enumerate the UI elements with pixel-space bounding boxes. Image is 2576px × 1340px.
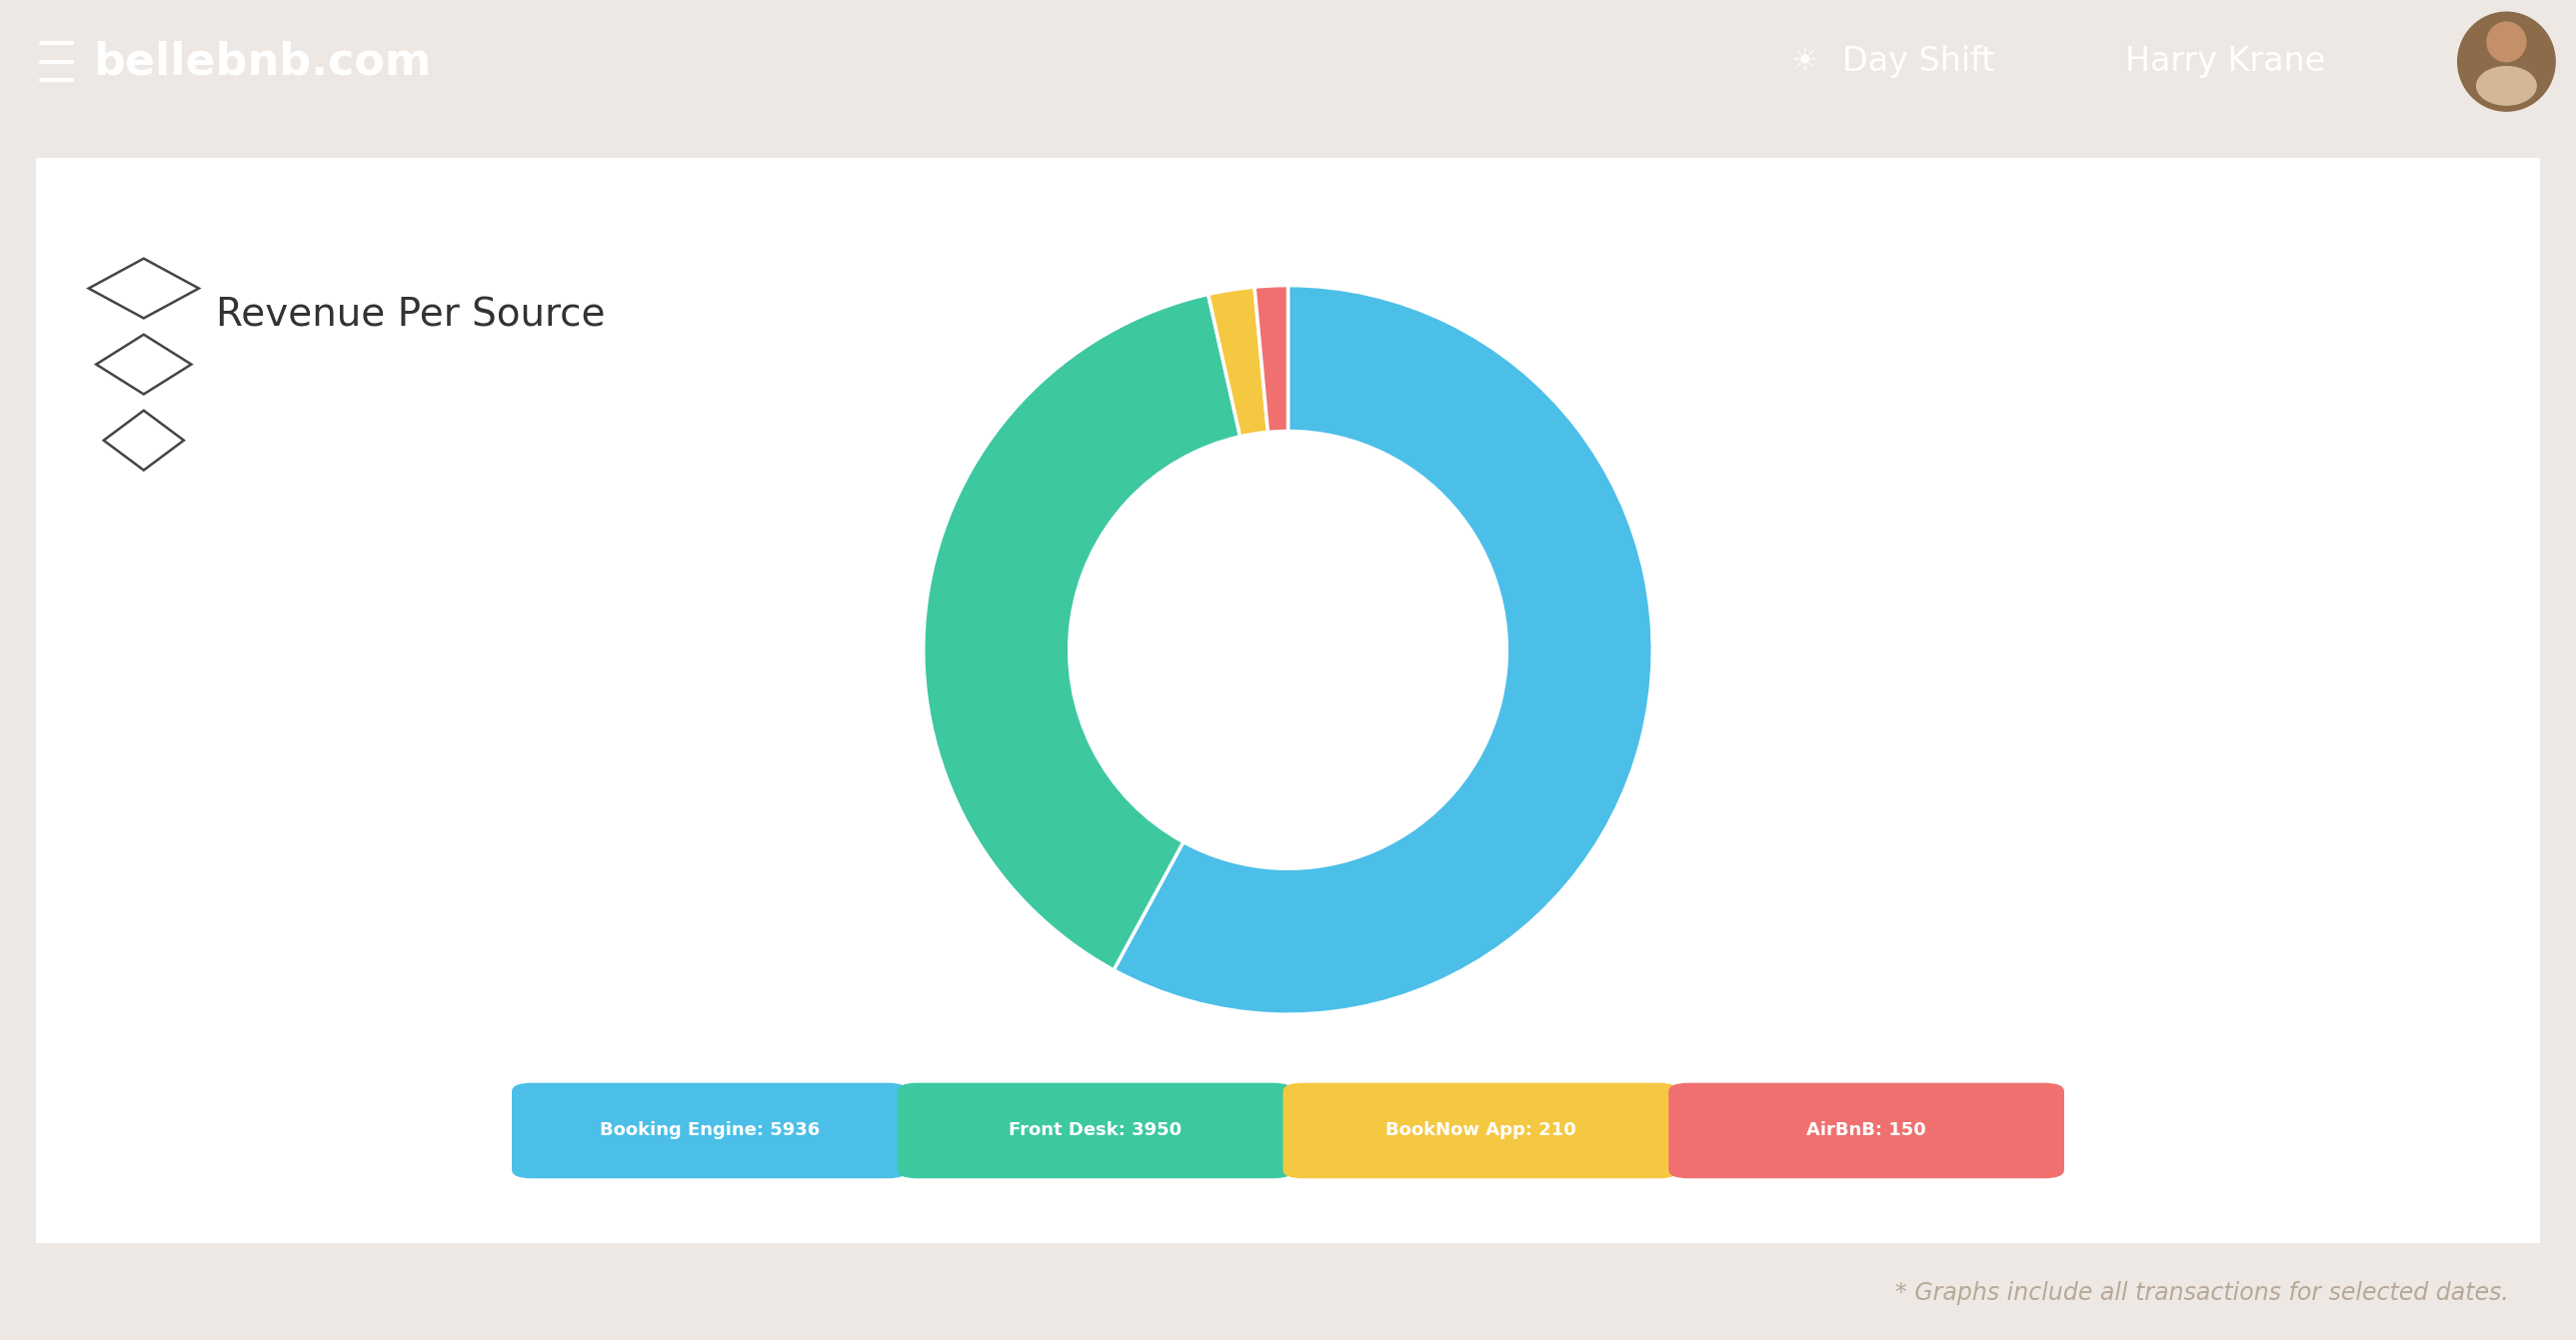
Ellipse shape [2476, 67, 2537, 105]
Text: bellebnb.com: bellebnb.com [93, 40, 430, 83]
FancyBboxPatch shape [1283, 1083, 1680, 1178]
Text: Front Desk: 3950: Front Desk: 3950 [1010, 1122, 1182, 1139]
Text: Harry Krane: Harry Krane [2125, 46, 2326, 78]
FancyBboxPatch shape [1669, 1083, 2063, 1178]
Text: BookNow App: 210: BookNow App: 210 [1386, 1122, 1577, 1139]
Circle shape [2486, 21, 2527, 62]
Text: Booking Engine: 5936: Booking Engine: 5936 [600, 1122, 819, 1139]
Wedge shape [922, 295, 1239, 970]
Text: Revenue Per Source: Revenue Per Source [216, 296, 605, 335]
FancyBboxPatch shape [513, 1083, 907, 1178]
Text: * Graphs include all transactions for selected dates.: * Graphs include all transactions for se… [1896, 1281, 2509, 1305]
Text: ☀: ☀ [1790, 47, 1819, 76]
Wedge shape [1255, 285, 1288, 431]
Text: AirBnB: 150: AirBnB: 150 [1806, 1122, 1927, 1139]
Wedge shape [1113, 285, 1654, 1014]
Wedge shape [1208, 287, 1267, 437]
Text: Day Shift: Day Shift [1842, 46, 1994, 78]
Circle shape [2458, 12, 2555, 111]
FancyBboxPatch shape [28, 155, 2548, 1246]
FancyBboxPatch shape [896, 1083, 1293, 1178]
